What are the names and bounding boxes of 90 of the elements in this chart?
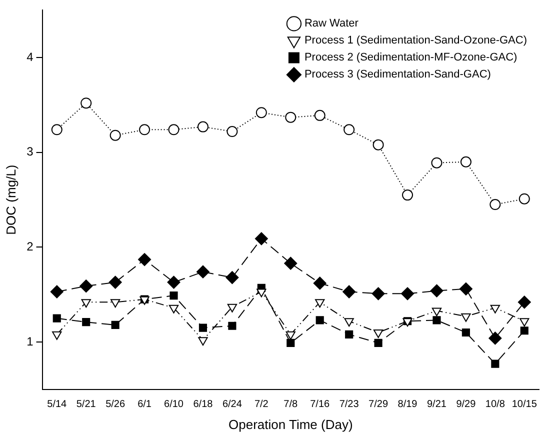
point [226,271,239,284]
y-tick-label: 2 [26,240,34,254]
legend-label: Process 1 (Sedimentation-Sand-Ozone-GAC) [304,34,528,47]
point [197,121,208,132]
point [198,324,208,332]
point [313,276,326,290]
point [51,124,62,136]
x-tick-label: 8/19 [398,399,418,410]
legend-label: Process 2 (Sedimentation-MF-Ozone-GAC) [304,52,518,64]
x-tick-label: 10/15 [512,399,538,410]
point [316,316,324,324]
point [50,285,64,298]
x-tick-label: 7/8 [284,399,298,410]
point [490,199,501,210]
point [488,332,502,345]
y-axis-title: DOC (mg/L) [3,164,18,235]
point [256,288,266,298]
point [82,318,90,326]
point [314,110,326,121]
x-tick-label: 5/14 [47,399,68,410]
point [372,139,384,150]
point [108,276,122,289]
point [462,328,470,337]
point [52,314,61,322]
point [432,308,442,316]
legend-label: Raw Water [304,18,359,30]
y-tick-label: 3 [26,144,34,159]
point [110,299,120,308]
point [344,124,355,136]
point [80,280,93,293]
point [111,320,120,329]
point [344,318,354,327]
point [286,338,295,347]
point [167,276,180,289]
x-tick-label: 6/10 [164,399,184,410]
x-tick-label: 7/16 [310,399,330,410]
point [80,98,92,109]
x-tick-label: 5/21 [76,399,96,410]
point [373,330,384,338]
point [401,287,414,300]
point [432,316,441,324]
point [460,156,472,168]
point [491,360,500,368]
point [139,124,150,136]
point [196,265,210,278]
point [168,304,179,314]
x-tick-label: 6/1 [138,399,152,410]
point [227,304,238,312]
x-tick-label: 6/24 [222,399,242,410]
point [52,331,62,340]
point [315,299,325,308]
point [254,232,268,246]
point [490,304,500,314]
x-tick-label: 10/8 [485,399,506,410]
point [431,157,442,168]
point [372,287,385,300]
x-tick-label: 7/2 [254,399,269,410]
point [459,282,472,296]
x-tick-label: 6/18 [193,399,214,410]
point [286,331,296,340]
point [170,292,178,300]
point [430,284,444,298]
x-axis-title: Operation Time (Day) [228,416,353,432]
point [374,338,382,347]
point [518,296,531,309]
point [226,126,238,138]
point [520,326,528,335]
point [110,130,121,141]
point [285,112,296,123]
x-tick-label: 5/26 [106,399,126,410]
point [342,285,356,298]
point [345,330,354,338]
x-tick-label: 7/23 [339,399,360,410]
point [81,299,91,308]
point [284,256,298,270]
x-tick-label: 9/21 [427,399,447,410]
point [138,253,152,266]
y-tick-label: 1 [26,334,34,348]
point [461,313,471,322]
point [228,322,236,330]
y-tick-label: 4 [26,50,34,64]
point [168,124,180,136]
x-tick-label: 7/29 [368,399,388,410]
point [518,193,530,204]
x-tick-label: 9/29 [456,399,476,410]
point [198,337,208,346]
point [256,107,267,118]
legend-label: Process 3 (Sedimentation-Sand-GAC) [304,68,491,81]
point [520,318,530,327]
point [402,190,414,201]
